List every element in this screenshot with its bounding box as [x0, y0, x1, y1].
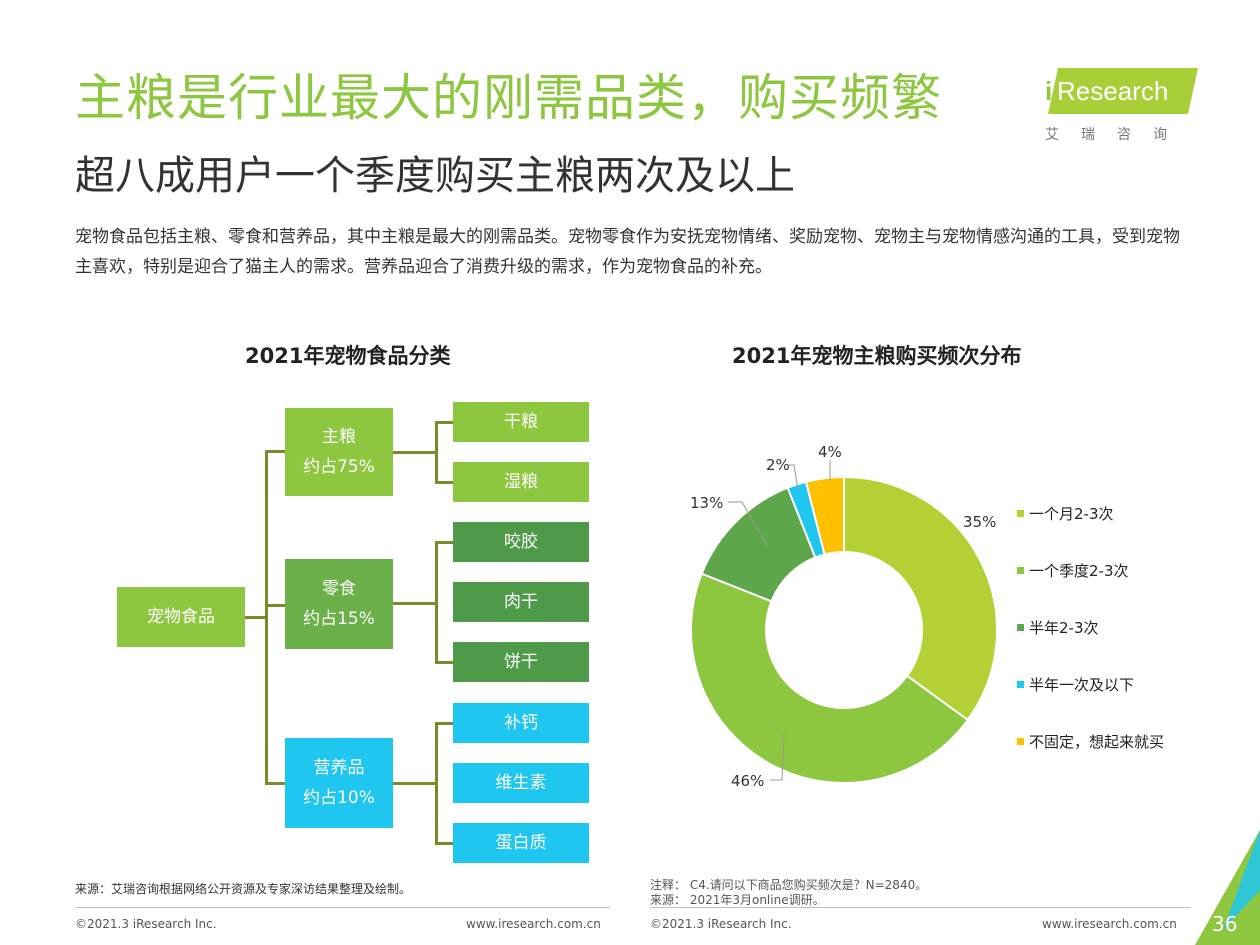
donut-title: 2021年宠物主粮购买频次分布: [732, 344, 1022, 368]
data-label-0: 35%: [963, 513, 997, 531]
page-subtitle: 超八成用户一个季度购买主粮两次及以上: [75, 153, 795, 199]
leader-line: [788, 464, 799, 491]
connector: [265, 450, 285, 453]
connector: [265, 604, 285, 607]
url-right[interactable]: www.iresearch.com.cn: [1042, 917, 1177, 931]
item-box: 补钙: [453, 703, 589, 743]
leader-line: [770, 731, 785, 781]
connector: [393, 602, 438, 605]
item-box: 肉干: [453, 582, 589, 622]
item-label: 咬胶: [504, 532, 538, 552]
connector: [435, 722, 438, 845]
item-box: 干粮: [453, 402, 589, 442]
leader-lines: [728, 460, 831, 781]
logo-i: i: [1045, 76, 1053, 106]
item-label: 蛋白质: [495, 833, 547, 853]
connector: [435, 661, 453, 664]
category-box-snack: 零食 约占15%: [285, 559, 393, 649]
page-title: 主粮是行业最大的刚需品类，购买频繁: [75, 69, 942, 127]
legend-swatch: [1017, 510, 1024, 517]
legend-label: 不固定，想起来就买: [1029, 733, 1165, 751]
legend-label: 一个月2-3次: [1029, 505, 1114, 523]
page-description: 宠物食品包括主粮、零食和营养品，其中主粮是最大的刚需品类。宠物零食作为安抚宠物情…: [75, 227, 1180, 277]
corner-decoration: [1195, 830, 1260, 945]
right-source: 来源： 2021年3月online调研。: [650, 893, 825, 907]
category-share: 约占75%: [303, 457, 375, 477]
logo-cn: 艾瑞咨询: [1045, 127, 1189, 143]
copyright-right: ©2021.3 iResearch Inc.: [650, 917, 792, 931]
connector: [435, 421, 453, 424]
left-source: 来源：艾瑞咨询根据网络公开资源及专家深访结果整理及绘制。: [75, 882, 412, 896]
connector: [265, 782, 285, 785]
footer-rule-right: [650, 907, 1190, 908]
item-label: 饼干: [504, 652, 538, 672]
item-box: 咬胶: [453, 522, 589, 562]
legend-swatch: [1017, 567, 1024, 574]
url-left[interactable]: www.iresearch.com.cn: [466, 917, 601, 931]
copyright-left: ©2021.3 iResearch Inc.: [75, 917, 217, 931]
connector: [393, 451, 438, 454]
data-label-2: 13%: [690, 494, 724, 512]
data-label-3: 2%: [766, 456, 790, 474]
legend-item: 一个月2-3次: [1017, 503, 1114, 524]
root-box: 宠物食品: [117, 587, 245, 647]
connector: [435, 481, 453, 484]
tree-title: 2021年宠物食品分类: [245, 344, 451, 368]
legend-item: 一个季度2-3次: [1017, 560, 1129, 581]
page-number: 36: [1212, 912, 1238, 936]
legend-label: 半年一次及以下: [1029, 676, 1135, 694]
item-label: 补钙: [504, 713, 538, 733]
connector: [435, 722, 453, 725]
legend-swatch: [1017, 624, 1024, 631]
category-share: 约占10%: [303, 788, 375, 808]
category-share: 约占15%: [303, 609, 375, 629]
category-name: 主粮: [322, 427, 356, 447]
legend-label: 一个季度2-3次: [1029, 562, 1129, 580]
connector: [265, 450, 268, 785]
connector: [393, 782, 438, 785]
category-name: 营养品: [313, 758, 365, 778]
connector: [435, 842, 453, 845]
footer-rule-left: [75, 907, 610, 908]
item-label: 肉干: [504, 592, 538, 612]
donut-slice-1: [690, 572, 970, 785]
data-label-1: 46%: [731, 772, 765, 790]
item-box: 饼干: [453, 642, 589, 682]
donut-chart: [690, 475, 998, 785]
connector: [245, 616, 268, 619]
item-label: 干粮: [504, 412, 538, 432]
category-box-nutrition: 营养品 约占10%: [285, 738, 393, 828]
logo-name: Research: [1057, 76, 1169, 106]
leader-line: [728, 501, 768, 547]
item-box: 维生素: [453, 763, 589, 803]
connector: [435, 541, 438, 664]
item-label: 湿粮: [504, 472, 538, 492]
right-note: 注释： C4.请问以下商品您购买频次是？N=2840。: [650, 878, 928, 892]
item-label: 维生素: [495, 773, 547, 793]
connector: [435, 541, 453, 544]
root-label: 宠物食品: [147, 607, 215, 627]
legend-item: 半年2-3次: [1017, 617, 1099, 638]
legend-label: 半年2-3次: [1029, 619, 1099, 637]
iresearch-logo-shape: [1048, 68, 1198, 114]
legend-item: 不固定，想起来就买: [1017, 731, 1164, 752]
legend-swatch: [1017, 681, 1024, 688]
legend-item: 半年一次及以下: [1017, 674, 1134, 695]
item-box: 蛋白质: [453, 823, 589, 863]
item-box: 湿粮: [453, 462, 589, 502]
category-box-staple: 主粮 约占75%: [285, 408, 393, 496]
connector: [435, 421, 438, 484]
category-name: 零食: [322, 579, 356, 599]
data-label-4: 4%: [818, 443, 842, 461]
legend-swatch: [1017, 738, 1024, 745]
donut-slice-4: [804, 475, 845, 556]
donut-slice-0: [843, 475, 998, 722]
